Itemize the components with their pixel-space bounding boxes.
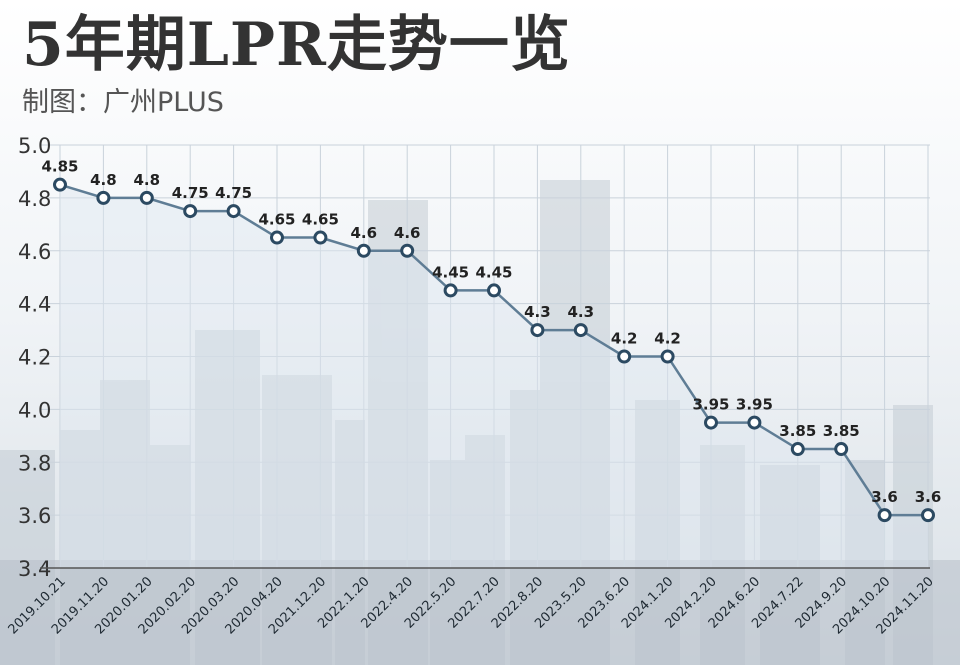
data-value-label: 3.95 xyxy=(692,396,729,414)
data-point-marker xyxy=(53,177,67,192)
chart-credit: 制图：广州PLUS xyxy=(22,87,224,118)
data-value-label: 4.45 xyxy=(432,263,469,281)
data-point-marker xyxy=(400,243,415,258)
data-value-label: 4.8 xyxy=(134,171,161,189)
data-point-marker xyxy=(183,204,198,219)
data-value-label: 3.85 xyxy=(779,422,816,440)
data-point-marker xyxy=(573,323,588,338)
data-point-marker xyxy=(226,204,241,219)
data-point-marker xyxy=(96,190,111,205)
data-value-label: 4.6 xyxy=(394,224,421,242)
data-point-marker xyxy=(747,415,762,430)
data-value-label: 4.2 xyxy=(654,330,681,348)
y-tick-label: 3.8 xyxy=(18,451,51,475)
data-point-marker xyxy=(660,349,675,364)
data-value-label: 4.8 xyxy=(90,171,117,189)
y-tick-label: 4.6 xyxy=(18,240,51,264)
data-value-label: 4.85 xyxy=(41,158,78,176)
data-point-marker xyxy=(834,442,849,457)
data-point-marker xyxy=(921,508,935,523)
data-value-label: 3.6 xyxy=(871,488,898,506)
y-tick-label: 3.4 xyxy=(18,557,51,581)
data-value-label: 3.6 xyxy=(915,488,942,506)
y-tick-label: 4.4 xyxy=(18,293,51,317)
y-tick-label: 4.2 xyxy=(18,346,51,370)
data-value-label: 3.85 xyxy=(823,422,860,440)
data-point-marker xyxy=(487,283,501,298)
data-labels: 4.85 4.8 4.8 4.75 4.75 4.65 4.65 4.6 4.6 4.45 4.45… xyxy=(41,158,941,506)
data-point-marker xyxy=(270,230,284,245)
data-value-label: 4.65 xyxy=(258,211,295,229)
data-value-label: 4.3 xyxy=(524,303,551,321)
data-point-marker xyxy=(877,508,892,523)
data-value-label: 4.65 xyxy=(302,211,339,229)
data-point-marker xyxy=(530,323,545,338)
y-tick-label: 3.6 xyxy=(18,504,51,528)
data-point-marker xyxy=(139,190,154,205)
data-point-marker xyxy=(617,349,632,364)
data-point-marker xyxy=(443,283,458,298)
data-point-marker xyxy=(704,415,718,430)
data-value-label: 4.6 xyxy=(351,224,378,242)
data-value-label: 4.75 xyxy=(172,184,209,202)
y-tick-label: 5.0 xyxy=(18,134,51,158)
data-value-label: 4.45 xyxy=(475,263,512,281)
data-point-marker xyxy=(356,243,371,258)
data-point-marker xyxy=(313,230,328,245)
data-value-label: 4.75 xyxy=(215,184,252,202)
data-value-label: 3.95 xyxy=(736,396,773,414)
y-tick-label: 4.0 xyxy=(18,398,51,422)
line-area-fill xyxy=(60,184,928,568)
data-point-marker xyxy=(790,442,805,457)
chart-title: 5年期LPR走势一览 xyxy=(22,10,571,80)
data-markers xyxy=(53,177,935,523)
y-tick-label: 4.8 xyxy=(18,187,51,211)
data-value-label: 4.3 xyxy=(568,303,595,321)
data-value-label: 4.2 xyxy=(611,330,638,348)
